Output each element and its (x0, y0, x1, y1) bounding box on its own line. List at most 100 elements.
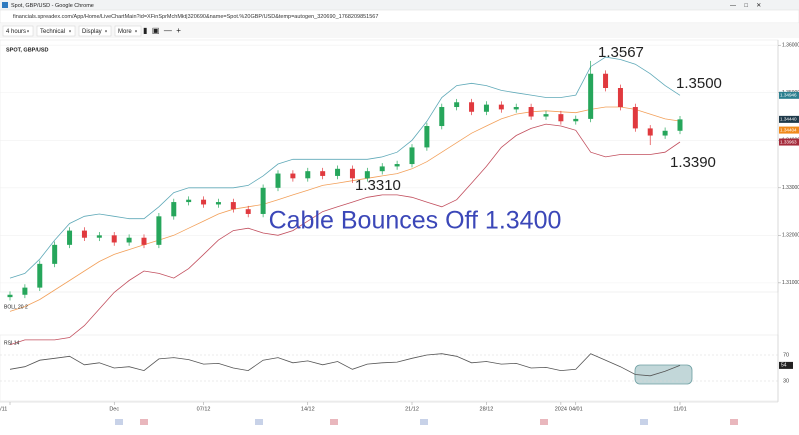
candle-body (543, 114, 549, 117)
candle-body (37, 263, 43, 288)
toolbar-button[interactable] (2, 25, 34, 37)
candle-body (320, 171, 326, 176)
toolbar-button-label: 4 hours (6, 29, 26, 35)
candle-body (22, 287, 28, 295)
price-tag-label: 1.33963 (780, 139, 797, 144)
grid (0, 44, 778, 382)
candle-body (647, 128, 653, 136)
candle-body (588, 73, 594, 119)
candle-body (156, 216, 162, 245)
bands (9, 56, 681, 377)
candle-body (201, 199, 207, 205)
y-tick-label: 1.31000 (782, 280, 799, 286)
candle-body (245, 209, 251, 214)
x-tick-label: 04/01 (569, 406, 583, 412)
url: financials.spreadex.com/App/Home/LiveCha… (13, 14, 378, 20)
candle-body (171, 202, 177, 217)
price-tag-label: 1.34946 (780, 93, 797, 98)
candle-body (409, 147, 415, 165)
rsi-label: RSI 14 (4, 340, 20, 346)
x-tick-label: 21/12 (405, 406, 419, 412)
candle-body (141, 237, 147, 245)
candle-body (364, 171, 370, 179)
candle-body (275, 173, 281, 188)
x-tick-label: 2024 (555, 406, 567, 412)
chart-title: Cable Bounces Off 1.3400 (269, 207, 562, 235)
candle-body (111, 235, 117, 243)
candle-body (260, 187, 266, 214)
toolbar (0, 24, 799, 38)
candle-body (215, 202, 221, 205)
rsi-tick-label: 70 (783, 352, 789, 358)
candle-body (498, 104, 504, 110)
price-tag-label: 1.34404 (780, 127, 797, 132)
toolbar-button[interactable] (36, 25, 76, 37)
candle-body (558, 114, 564, 122)
x-tick-label: 30/11 (0, 406, 7, 412)
annotation: 1.3500 (676, 75, 722, 92)
candle-body (439, 107, 445, 127)
window-controls[interactable]: — □ ✕ (730, 3, 761, 9)
toolbar-button-label: More (118, 29, 132, 35)
x-tick-label: 07/12 (197, 406, 211, 412)
candle-body (52, 244, 58, 264)
dropdown-caret: ▾ (27, 29, 29, 34)
candle-body (230, 202, 236, 210)
candle-body (186, 199, 192, 203)
candle-body (662, 130, 668, 136)
candle-body (513, 107, 519, 110)
price-tag (779, 91, 799, 99)
y-tick-label: 1.36000 (782, 43, 799, 49)
annotation: 1.3310 (355, 177, 401, 194)
rsi-highlight (634, 364, 693, 385)
x-tick-label: 14/12 (301, 406, 315, 412)
indicator-label: BOLL 20 2 (4, 304, 28, 310)
toolbar-buttons: 4 hours ▾ Technical ▾ Display ▾ More ▾ (2, 25, 142, 37)
rsi-line (9, 353, 681, 377)
candle-body (379, 166, 385, 172)
toolbar-button[interactable] (114, 25, 142, 37)
address-bar[interactable] (0, 9, 799, 24)
toolbar-button-label: Technical (40, 29, 65, 35)
price-pane[interactable] (0, 39, 779, 293)
rsi-tag (779, 361, 793, 369)
title-bar (0, 0, 799, 10)
candle-body (528, 107, 534, 117)
candle-body (677, 119, 683, 131)
x-tick-label: 28/12 (480, 406, 494, 412)
toolbar-button-label: Display (82, 29, 102, 35)
symbol-label: SPOT, GBP/USD (6, 47, 49, 53)
dropdown-caret: ▾ (105, 29, 107, 34)
price-tag (779, 138, 799, 146)
rsi-tick-label: 30 (783, 378, 789, 384)
candle-body (81, 230, 87, 238)
candle-body (7, 294, 13, 298)
price-tag (779, 115, 799, 123)
band-line (9, 56, 681, 279)
band-line (9, 106, 681, 312)
annotation: 1.3567 (598, 44, 644, 61)
rsi-tag-label: 54 (781, 363, 787, 369)
favicon (2, 2, 8, 8)
band-line (9, 123, 681, 346)
candle-body (632, 107, 638, 129)
price-tag-label: 1.34440 (780, 117, 797, 122)
tool-icons[interactable]: ▮ ▣ — + (143, 26, 181, 35)
candle-body (424, 126, 430, 148)
window-title: Spot, GBP/USD - Google Chrome (11, 3, 94, 9)
price-tag (779, 126, 799, 134)
toolbar-button[interactable] (78, 25, 112, 37)
candle-body (573, 118, 579, 122)
candle-body (454, 102, 460, 108)
candle-body (96, 235, 102, 238)
y-tick-label: 1.33000 (782, 185, 799, 191)
candle-body (483, 104, 489, 112)
flag-row (115, 419, 738, 425)
x-tick-label: 11/01 (673, 406, 686, 412)
candle-body (67, 230, 73, 245)
candle-body (617, 88, 623, 108)
candle-body (349, 168, 355, 179)
dropdown-caret: ▾ (135, 29, 137, 34)
